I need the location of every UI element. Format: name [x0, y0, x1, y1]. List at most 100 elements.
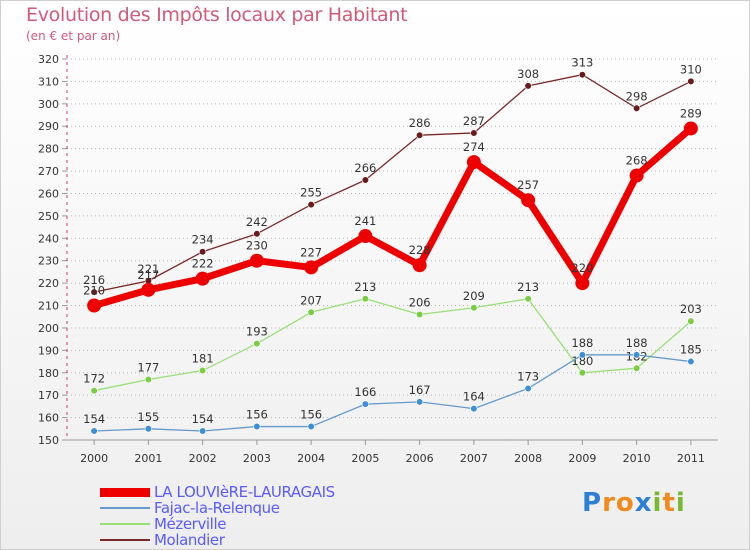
x-tick-label: 2004 — [297, 452, 325, 465]
data-label-fajac-la-relenque: 156 — [300, 408, 322, 422]
chart-legend: LA LOUVIèRE-LAURAGAIS Fajac-la-Relenque Mé… — [100, 483, 430, 549]
data-point-m-zerville — [416, 310, 424, 319]
data-label-m-zerville: 213 — [354, 280, 376, 294]
data-label-molandier: 308 — [517, 67, 539, 81]
legend-label: LA LOUVIèRE-LAURAGAIS — [154, 483, 335, 501]
data-label-molandier: 255 — [300, 186, 322, 200]
legend-swatch — [100, 487, 150, 497]
data-label-fajac-la-relenque: 164 — [463, 390, 485, 404]
y-tick-label: 170 — [38, 389, 59, 402]
chart-subtitle: (en € et par an) — [26, 29, 121, 43]
x-tick-label: 2003 — [243, 452, 271, 465]
data-label-m-zerville: 206 — [409, 295, 431, 309]
y-tick-label: 280 — [38, 143, 59, 156]
data-label-fajac-la-relenque: 167 — [409, 383, 431, 397]
data-point-molandier — [524, 82, 532, 90]
y-tick-label: 220 — [38, 277, 59, 290]
legend-label: Mézerville — [154, 515, 227, 533]
data-label-la-louvi-re-lauragais: 220 — [571, 261, 593, 275]
data-point-fajac-la-relenque — [199, 427, 207, 435]
data-point-m-zerville — [199, 366, 207, 375]
data-label-la-louvi-re-lauragais: 210 — [83, 284, 105, 298]
x-tick-label: 2011 — [677, 452, 705, 465]
logo-letter: i — [652, 488, 663, 518]
data-label-m-zerville: 193 — [246, 325, 268, 339]
data-label-fajac-la-relenque: 188 — [571, 336, 593, 350]
data-label-molandier: 266 — [354, 161, 376, 175]
data-point-la-louvi-re-lauragais — [304, 260, 319, 275]
x-tick-label: 2000 — [80, 452, 108, 465]
data-label-m-zerville: 213 — [517, 280, 539, 294]
logo-letter: x — [634, 488, 653, 518]
data-label-la-louvi-re-lauragais: 222 — [192, 257, 214, 271]
data-point-la-louvi-re-lauragais — [466, 155, 481, 170]
logo-letter: t — [662, 488, 676, 518]
data-label-la-louvi-re-lauragais: 228 — [409, 243, 431, 257]
data-label-fajac-la-relenque: 156 — [246, 408, 268, 422]
data-label-molandier: 242 — [246, 215, 268, 229]
data-label-la-louvi-re-lauragais: 274 — [463, 140, 485, 154]
data-point-molandier — [470, 129, 478, 137]
data-point-m-zerville — [633, 364, 641, 372]
proxiti-logo: Proxiti — [582, 488, 686, 518]
data-point-fajac-la-relenque — [416, 398, 424, 406]
data-point-molandier — [361, 176, 369, 184]
y-tick-label: 190 — [38, 344, 59, 357]
data-point-m-zerville — [144, 375, 152, 384]
data-point-m-zerville — [253, 340, 261, 348]
data-point-m-zerville — [578, 369, 586, 377]
data-point-la-louvi-re-lauragais — [87, 298, 102, 313]
y-tick-label: 300 — [38, 98, 59, 111]
x-tick-label: 2006 — [406, 452, 434, 465]
legend-item: Mézerville — [100, 515, 430, 533]
data-point-m-zerville — [361, 295, 369, 303]
data-label-la-louvi-re-lauragais: 241 — [354, 214, 376, 228]
data-point-molandier — [687, 77, 695, 86]
data-point-molandier — [199, 248, 207, 256]
data-point-la-louvi-re-lauragais — [358, 229, 373, 244]
legend-swatch — [100, 523, 150, 525]
data-label-m-zerville: 177 — [137, 360, 159, 374]
data-label-fajac-la-relenque: 173 — [517, 369, 539, 383]
data-point-fajac-la-relenque — [361, 400, 369, 408]
data-label-fajac-la-relenque: 154 — [83, 412, 105, 426]
legend-label: Fajac-la-Relenque — [154, 499, 280, 517]
data-label-la-louvi-re-lauragais: 217 — [137, 268, 159, 282]
legend-item: Fajac-la-Relenque — [100, 499, 430, 517]
x-tick-label: 2005 — [351, 452, 379, 465]
data-label-fajac-la-relenque: 188 — [626, 336, 648, 350]
data-label-la-louvi-re-lauragais: 289 — [680, 106, 702, 120]
data-point-la-louvi-re-lauragais — [683, 121, 698, 136]
legend-item: LA LOUVIèRE-LAURAGAIS — [100, 483, 430, 501]
data-point-fajac-la-relenque — [144, 425, 152, 433]
data-point-molandier — [90, 288, 98, 296]
data-label-m-zerville: 172 — [83, 372, 105, 386]
data-point-la-louvi-re-lauragais — [141, 282, 156, 297]
data-label-la-louvi-re-lauragais: 257 — [517, 178, 539, 192]
data-point-molandier — [578, 71, 586, 79]
data-label-molandier: 234 — [192, 233, 214, 247]
data-label-molandier: 298 — [626, 89, 648, 103]
x-tick-label: 2007 — [460, 452, 488, 465]
data-point-m-zerville — [524, 295, 532, 303]
data-point-la-louvi-re-lauragais — [195, 271, 210, 286]
data-point-la-louvi-re-lauragais — [249, 253, 264, 268]
y-tick-label: 210 — [38, 300, 59, 313]
data-point-la-louvi-re-lauragais — [629, 168, 644, 183]
data-point-fajac-la-relenque — [307, 422, 315, 431]
y-tick-label: 180 — [38, 367, 59, 380]
legend-label: Molandier — [154, 531, 225, 549]
data-label-molandier: 310 — [680, 62, 702, 76]
data-point-m-zerville — [307, 308, 315, 316]
y-tick-label: 270 — [38, 165, 59, 178]
data-label-m-zerville: 209 — [463, 289, 485, 303]
data-point-m-zerville — [470, 304, 478, 312]
legend-swatch — [100, 507, 150, 509]
series-line-molandier — [93, 74, 692, 293]
y-tick-label: 200 — [38, 322, 59, 335]
y-tick-label: 230 — [38, 255, 59, 268]
logo-letter: r — [602, 488, 616, 518]
series-line-m-zerville — [93, 298, 692, 392]
y-tick-label: 310 — [38, 75, 59, 88]
